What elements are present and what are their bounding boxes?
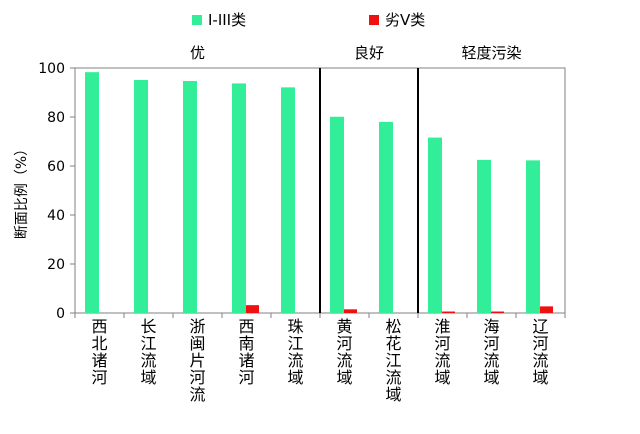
x-tick-label-9: 辽河流域 [532,317,548,387]
bar-v-7 [442,311,455,313]
x-tick-label-0: 西北诸河 [91,317,107,387]
x-tick-label-5: 黄河流域 [336,317,352,387]
x-tick-label-8: 海河流域 [483,317,499,387]
bar-i-iii-4 [281,87,295,313]
bar-i-iii-9 [526,160,540,313]
bar-v-8 [491,311,504,313]
group-label-0: 优 [190,44,205,62]
bar-i-iii-3 [232,83,246,313]
bar-i-iii-2 [183,80,197,313]
bar-i-iii-6 [379,121,393,314]
x-tick-label-4: 珠江流域 [287,317,303,387]
legend-v-label: 劣V类 [385,11,425,29]
y-tick-label-2: 40 [47,208,65,224]
x-tick-label-6: 松花江流域 [385,317,401,404]
bar-i-iii-7 [428,137,442,313]
x-tick-label-7: 淮河流域 [434,317,450,387]
bar-v-3 [246,305,259,313]
bar-i-iii-1 [134,80,148,313]
legend-i-iii-label: I-III类 [208,11,246,29]
y-tick-label-1: 20 [47,257,65,273]
bar-i-iii-0 [85,72,99,313]
bar-v-9 [540,306,553,313]
y-tick-label-0: 0 [56,306,65,322]
group-label-2: 轻度污染 [461,44,521,62]
x-tick-label-1: 长江流域 [140,317,156,387]
bar-i-iii-8 [477,159,491,313]
bar-i-iii-5 [330,116,344,313]
legend-i-iii-swatch [192,15,202,25]
y-tick-label-3: 60 [47,159,65,175]
y-tick-label-4: 80 [47,110,65,126]
x-tick-label-3: 西南诸河 [238,317,254,387]
y-axis-title: 断面比例（%） [14,142,30,239]
x-tick-label-2: 浙闽片河流 [189,317,205,404]
group-label-1: 良好 [354,44,384,62]
legend-v-swatch [369,15,379,25]
y-tick-label-5: 100 [38,61,65,77]
bar-v-5 [344,309,357,313]
